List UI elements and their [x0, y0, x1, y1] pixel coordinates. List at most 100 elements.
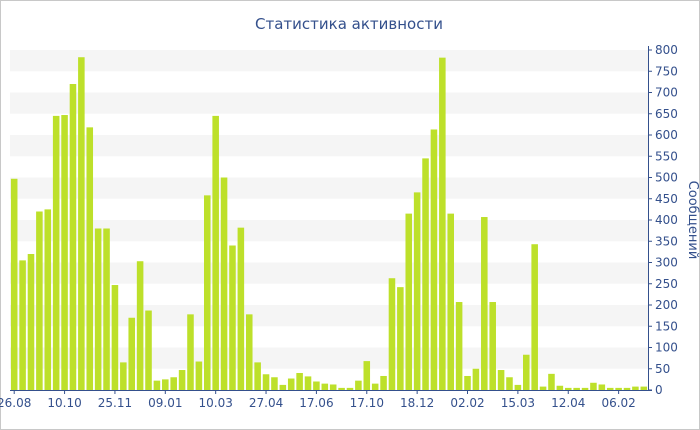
y-tick-label: 250 — [655, 277, 678, 291]
y-tick-label: 700 — [655, 86, 678, 100]
grid-band — [10, 50, 648, 72]
grid-band — [10, 305, 648, 327]
x-tick-label: 09.01 — [148, 396, 182, 410]
bar — [548, 373, 555, 390]
x-tick-label: 12.04 — [551, 396, 585, 410]
x-tick-label: 02.02 — [450, 396, 484, 410]
x-tick-label: 27.04 — [249, 396, 283, 410]
bar — [120, 362, 127, 391]
bar — [447, 213, 454, 390]
bar — [145, 310, 152, 390]
bar — [86, 127, 94, 390]
grid-bands — [10, 50, 648, 369]
x-tick-label: 18.12 — [400, 396, 434, 410]
y-tick-label: 500 — [655, 171, 678, 185]
chart-title: Статистика активности — [255, 15, 443, 33]
y-tick-label: 650 — [655, 107, 678, 121]
bar — [94, 228, 102, 390]
bar — [36, 211, 43, 390]
bar — [346, 387, 354, 391]
y-tick-label: 150 — [655, 319, 678, 333]
bar — [52, 115, 60, 391]
bar — [304, 376, 312, 390]
bar — [523, 354, 530, 390]
y-tick-label: 450 — [655, 192, 678, 206]
bar — [430, 129, 438, 391]
x-tick-label: 17.10 — [350, 396, 384, 410]
bar — [111, 285, 119, 390]
y-tick-label: 300 — [655, 256, 678, 270]
bar — [313, 381, 320, 390]
y-tick-label: 750 — [655, 64, 678, 78]
y-tick-label: 200 — [655, 298, 678, 312]
x-tick-label: 06.02 — [601, 396, 635, 410]
bar — [262, 374, 270, 390]
grid-band — [10, 177, 648, 199]
bar — [27, 254, 35, 390]
bar — [128, 317, 135, 390]
y-axis-ticks: 0 50 100 150 200 250 300 350 400 450 500 550 600 650 7… — [648, 43, 678, 397]
bar — [212, 115, 219, 391]
x-tick-label: 10.10 — [47, 396, 81, 410]
x-tick-label: 10.03 — [198, 396, 232, 410]
x-tick-label: 15.03 — [501, 396, 535, 410]
y-tick-label: 50 — [655, 362, 670, 376]
bar — [413, 192, 421, 390]
bar — [162, 379, 169, 391]
y-tick-label: 350 — [655, 234, 678, 248]
bar — [338, 387, 345, 391]
bar — [204, 195, 211, 390]
bar — [245, 314, 253, 390]
y-tick-label: 400 — [655, 213, 678, 227]
x-tick-label: 25.11 — [98, 396, 132, 410]
bar — [422, 158, 429, 391]
bar — [321, 383, 329, 391]
bar — [329, 384, 337, 390]
bar — [564, 387, 572, 391]
x-axis-ticks: 26.08 10.10 25.11 09.01 10.03 27.04 17.06 17.10… — [0, 390, 636, 410]
bar — [271, 377, 278, 390]
bar — [380, 375, 387, 390]
bar — [237, 227, 245, 390]
bar — [489, 302, 496, 390]
y-tick-label: 800 — [655, 43, 678, 57]
bar — [615, 387, 622, 391]
bar — [170, 377, 177, 390]
bar — [371, 383, 379, 391]
bar — [279, 384, 287, 390]
x-tick-label: 26.08 — [0, 396, 31, 410]
bar — [19, 260, 26, 391]
bar — [229, 245, 236, 390]
bar — [178, 370, 186, 390]
bar — [153, 380, 161, 390]
bar — [287, 378, 295, 390]
bar — [69, 84, 77, 390]
bar — [187, 314, 194, 390]
grid-band — [10, 135, 648, 157]
bar — [44, 209, 52, 391]
bar — [254, 362, 261, 391]
bar — [539, 386, 547, 390]
bar — [590, 382, 597, 390]
grid-band — [10, 92, 648, 114]
bar — [623, 387, 631, 391]
bar — [606, 387, 614, 391]
bar — [363, 361, 371, 390]
grid-band — [10, 347, 648, 369]
bar — [573, 387, 580, 391]
bar — [464, 375, 471, 390]
y-tick-label: 0 — [655, 383, 663, 397]
y-tick-label: 600 — [655, 128, 678, 142]
bar — [355, 380, 362, 390]
bar — [103, 228, 110, 390]
bar — [220, 177, 228, 390]
grid-band — [10, 262, 648, 284]
bar — [296, 373, 303, 390]
bar — [481, 217, 488, 390]
bar — [455, 302, 463, 390]
bar — [195, 361, 203, 390]
bar — [598, 384, 606, 390]
bar — [640, 386, 648, 390]
y-axis-title: Сообщений — [685, 181, 700, 260]
bar — [388, 278, 396, 390]
